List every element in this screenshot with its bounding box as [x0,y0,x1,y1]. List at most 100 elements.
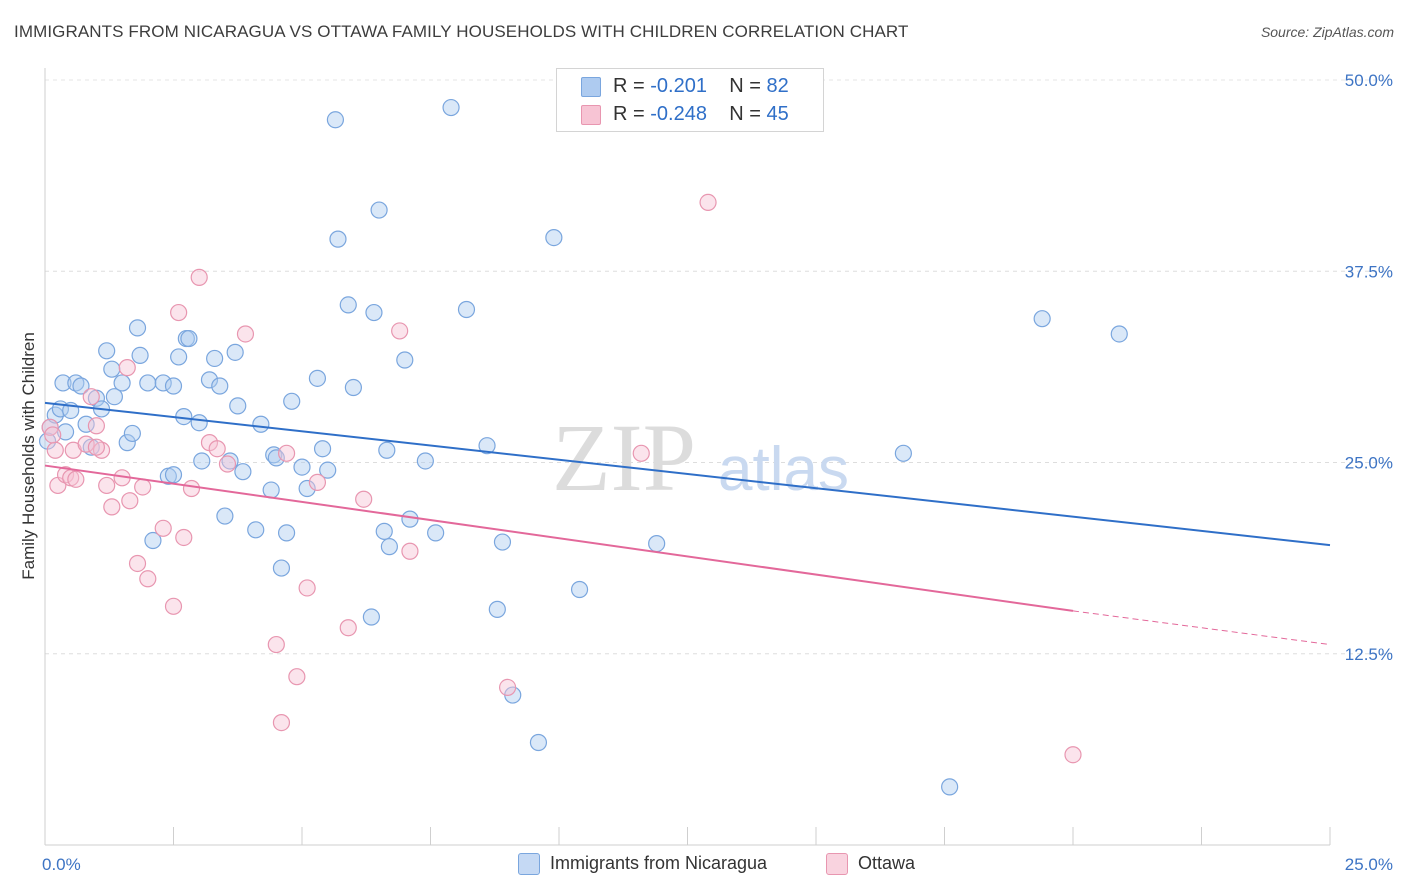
point-nicaragua [380,538,398,556]
point-nicaragua [247,521,265,539]
point-ottawa [67,470,85,488]
point-nicaragua [457,300,476,319]
point-nicaragua [139,374,157,392]
point-nicaragua [272,559,291,577]
point-nicaragua [234,463,252,481]
point-nicaragua [56,423,75,441]
point-nicaragua [344,378,362,397]
grid-lines [45,79,1392,655]
trendline-ottawa [44,464,1074,612]
point-nicaragua [164,466,183,484]
point-nicaragua [326,111,345,129]
watermark-atlas: atlas [718,435,849,504]
point-nicaragua [427,524,445,542]
tick-labels: 12.5% 25.0% 37.5% 50.0% 0.0% 25.0% Family Hous… [19,71,1393,874]
point-nicaragua [308,369,327,387]
point-nicaragua [265,446,283,464]
point-nicaragua [267,449,285,467]
point-nicaragua [396,351,414,369]
point-nicaragua [82,438,100,456]
point-nicaragua [262,481,280,499]
point-nicaragua [105,388,123,406]
point-nicaragua [1110,325,1128,343]
point-ottawa [391,322,409,340]
y-tick-label: 37.5% [1345,262,1393,281]
point-nicaragua [277,524,296,542]
point-ottawa [128,554,147,573]
trendline-nicaragua [44,401,1331,547]
point-nicaragua [648,534,666,553]
point-nicaragua [128,319,147,337]
point-nicaragua [293,458,311,476]
point-nicaragua [378,441,396,459]
point-ottawa [190,268,208,286]
point-ottawa [44,426,62,444]
watermark-zip: ZIP [552,404,696,511]
point-nicaragua [211,377,229,395]
source-attribution: Source: ZipAtlas.com [1260,24,1394,40]
point-nicaragua [493,533,512,551]
point-nicaragua [200,371,219,389]
point-nicaragua [226,343,244,361]
point-ottawa [103,498,121,516]
point-nicaragua [401,510,419,528]
point-ottawa [277,444,296,462]
point-nicaragua [113,374,131,392]
point-nicaragua [229,397,247,415]
legend-n-value: 82 [766,75,789,97]
point-ottawa [56,466,75,484]
point-nicaragua [362,608,380,626]
point-ottawa [170,303,188,322]
point-ottawa [164,597,183,615]
legend-r-value: -0.201 [650,75,707,97]
legend-r-value: -0.248 [650,103,707,125]
legend-n-value: 45 [766,103,789,125]
y-axis-label: Family Households with Children [19,332,38,580]
point-ottawa [118,359,136,377]
point-nicaragua [144,531,162,550]
legend-swatch-pink [581,105,601,125]
point-ottawa [154,519,172,537]
data-points [38,98,1128,796]
point-ottawa [267,635,285,654]
point-nicaragua [123,424,141,443]
point-nicaragua [131,346,149,364]
point-ottawa [87,438,106,456]
point-nicaragua [339,296,357,314]
point-nicaragua [54,374,72,392]
point-ottawa [87,417,106,435]
legend-swatch-blue [581,77,601,97]
point-nicaragua [370,201,388,219]
y-tick-label: 50.0% [1345,71,1393,90]
bottom-legend-label: Immigrants from Nicaragua [550,853,768,873]
point-ottawa [236,325,255,343]
point-nicaragua [164,377,183,395]
point-nicaragua [180,329,198,348]
x-tick-label: 0.0% [42,855,81,874]
point-ottawa [699,193,717,211]
point-ottawa [272,713,291,732]
legend-n-label: N = [729,103,761,125]
y-tick-label: 25.0% [1345,454,1393,473]
point-ottawa [288,668,306,686]
point-nicaragua [313,440,332,458]
point-ottawa [499,678,517,697]
point-nicaragua [365,303,383,322]
point-ottawa [77,435,95,453]
point-ottawa [82,388,100,406]
legend-n-label: N = [729,75,761,97]
point-nicaragua [894,444,912,462]
point-nicaragua [72,377,90,395]
point-nicaragua [103,360,121,378]
point-nicaragua [98,342,116,360]
bottom-legend-swatch-pink [826,853,848,875]
point-nicaragua [941,778,959,796]
point-nicaragua [416,452,434,470]
point-nicaragua [67,374,85,392]
point-nicaragua [190,414,208,432]
point-ottawa [218,455,237,473]
point-ottawa [401,542,419,560]
axes [44,68,1331,846]
point-ottawa [1064,746,1082,764]
